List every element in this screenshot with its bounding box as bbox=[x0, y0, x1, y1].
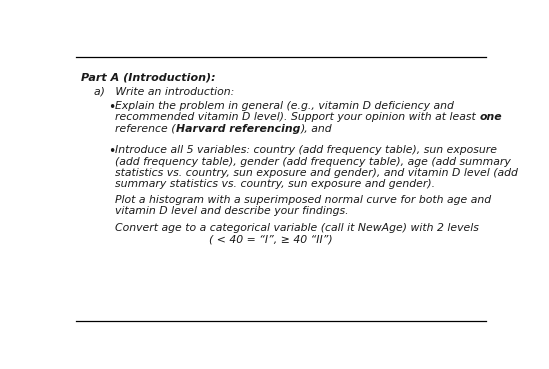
Text: statistics vs. country, sun exposure and gender), and vitamin D level (add: statistics vs. country, sun exposure and… bbox=[115, 168, 518, 178]
Text: summary statistics vs. country, sun exposure and gender).: summary statistics vs. country, sun expo… bbox=[115, 179, 435, 189]
Text: Part A (Introduction):: Part A (Introduction): bbox=[81, 73, 216, 83]
Text: reference (: reference ( bbox=[115, 124, 176, 134]
Text: Harvard referencing: Harvard referencing bbox=[176, 124, 300, 134]
Text: Plot a histogram with a superimposed normal curve for both age and: Plot a histogram with a superimposed nor… bbox=[115, 195, 491, 205]
Text: Introduce all 5 variables: country (add frequency table), sun exposure: Introduce all 5 variables: country (add … bbox=[115, 145, 497, 155]
Text: Explain the problem in general (e.g., vitamin D deficiency and: Explain the problem in general (e.g., vi… bbox=[115, 101, 455, 111]
Text: a)   Write an introduction:: a) Write an introduction: bbox=[94, 86, 234, 96]
Text: (add frequency table), gender (add frequency table), age (add summary: (add frequency table), gender (add frequ… bbox=[115, 156, 511, 166]
Text: one: one bbox=[480, 113, 502, 123]
Text: vitamin D level and describe your findings.: vitamin D level and describe your findin… bbox=[115, 206, 349, 216]
Text: Convert age to a categorical variable (call it NewAge) with 2 levels: Convert age to a categorical variable (c… bbox=[115, 223, 479, 233]
Text: recommended vitamin D level). Support your opinion with at least: recommended vitamin D level). Support yo… bbox=[115, 113, 480, 123]
Text: •: • bbox=[108, 101, 115, 114]
Text: ), and: ), and bbox=[300, 124, 332, 134]
Text: ( < 40 = “I”, ≥ 40 “II”): ( < 40 = “I”, ≥ 40 “II”) bbox=[209, 235, 333, 245]
Text: •: • bbox=[108, 145, 115, 158]
